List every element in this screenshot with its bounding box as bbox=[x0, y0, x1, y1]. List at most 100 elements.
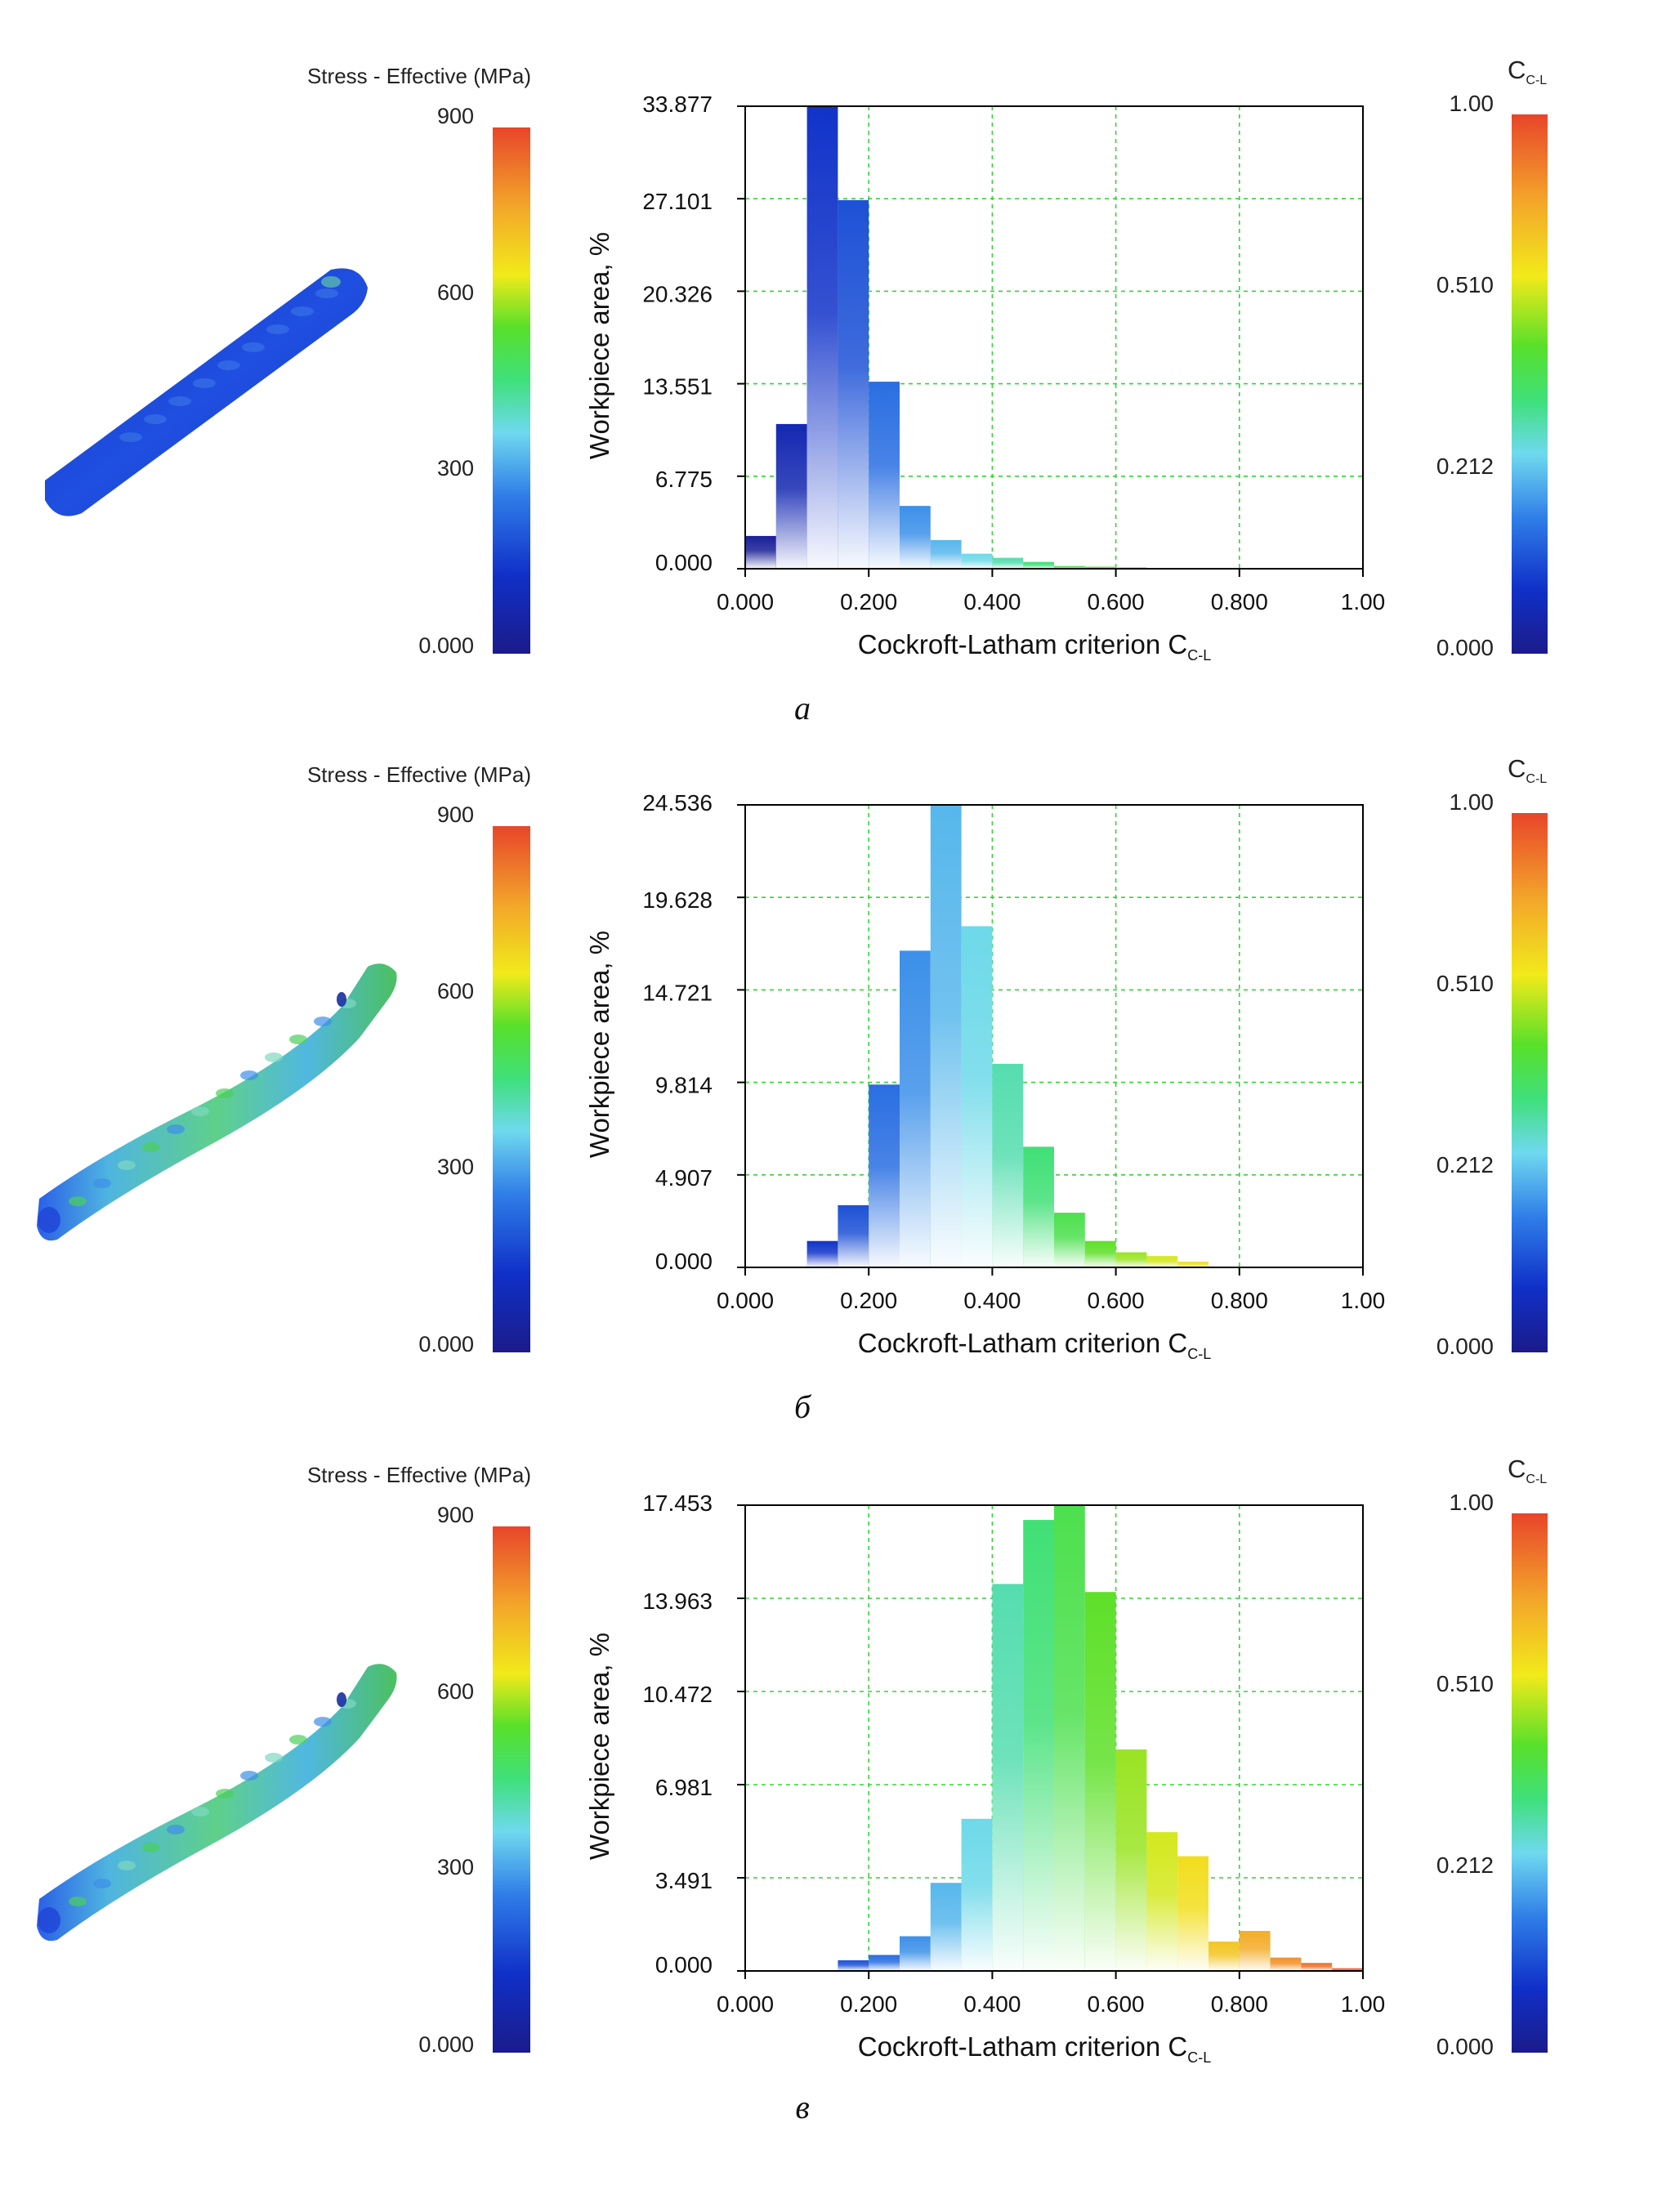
x-tick-label: 0.600 bbox=[1088, 1288, 1145, 1313]
workpiece-hotspot bbox=[167, 1124, 185, 1134]
workpiece-hotspot bbox=[314, 1017, 332, 1026]
cl-tick-label: 0.212 bbox=[1436, 1152, 1494, 1177]
plot-frame bbox=[744, 1504, 1364, 1972]
workpiece-model bbox=[37, 1664, 397, 1942]
y-tick-label: 13.963 bbox=[642, 1589, 713, 1614]
x-tick-label: 0.800 bbox=[1211, 1288, 1268, 1313]
histogram-bar-shade bbox=[1301, 1963, 1333, 1971]
x-tick-label: 0.200 bbox=[840, 1991, 897, 2017]
x-tick-label: 0.800 bbox=[1211, 1991, 1268, 2017]
histogram-bar-shade bbox=[1054, 1213, 1085, 1267]
workpiece-hotspot bbox=[265, 1052, 283, 1062]
histogram-bar-shade bbox=[1270, 1957, 1302, 1971]
histogram-bar-shade bbox=[745, 535, 776, 569]
histogram-bar-shade bbox=[1084, 1240, 1116, 1267]
stress-tick-label: 900 bbox=[437, 802, 474, 827]
cl-tick-label: 0.000 bbox=[1436, 1334, 1494, 1359]
workpiece-hotspot bbox=[265, 1753, 283, 1763]
histogram-bar-shade bbox=[1054, 1505, 1085, 1971]
x-axis-title: Cockroft-Latham criterion CC-L bbox=[858, 629, 1211, 664]
histogram-bar-shade bbox=[869, 1084, 900, 1267]
histogram-bar-shade bbox=[838, 199, 869, 570]
workpiece-hotspot bbox=[314, 1717, 332, 1727]
workpiece-model bbox=[45, 268, 368, 516]
workpiece-hotspot bbox=[240, 1771, 258, 1781]
cl-tick-label: 1.00 bbox=[1450, 789, 1494, 815]
stress-legend-title: Stress - Effective (MPa) bbox=[307, 1463, 531, 1487]
panel-3: Stress - Effective (MPa)9006003000.0000.… bbox=[37, 1455, 1548, 2125]
workpiece-hotspot bbox=[289, 1035, 307, 1044]
stress-tick-label: 300 bbox=[437, 456, 474, 480]
histogram-bar-shade bbox=[1332, 1968, 1363, 1971]
y-tick-label: 6.981 bbox=[655, 1775, 713, 1800]
stress-tick-label: 0.000 bbox=[418, 2032, 474, 2057]
x-tick-label: 0.400 bbox=[963, 589, 1021, 614]
cl-color-bar bbox=[1512, 114, 1548, 654]
y-tick-label: 20.326 bbox=[642, 281, 713, 306]
y-tick-label: 9.814 bbox=[655, 1073, 713, 1098]
histogram-bar-shade bbox=[1177, 1262, 1209, 1267]
workpiece-hotspot bbox=[291, 306, 314, 316]
histogram-bar-shade bbox=[806, 1240, 838, 1267]
histogram-bar-shade bbox=[1023, 561, 1054, 569]
histogram: 0.000 0.200 0.400 0.600 0.800 1.00 0.000 6.775 1… bbox=[584, 92, 1385, 664]
stress-tick-label: 300 bbox=[437, 1155, 474, 1179]
histogram-bar-shade bbox=[838, 1204, 869, 1267]
workpiece-hotspot bbox=[193, 378, 216, 388]
x-tick-label: 0.800 bbox=[1211, 589, 1268, 614]
stress-color-bar bbox=[493, 1526, 530, 2053]
y-tick-label: 14.721 bbox=[642, 980, 713, 1005]
histogram-bar-shade bbox=[869, 382, 900, 569]
cl-color-bar bbox=[1512, 1513, 1548, 2053]
stress-legend: Stress - Effective (MPa) 900 600 300 0.000 bbox=[307, 1463, 531, 2057]
stress-legend: Stress - Effective (MPa) 900 600 300 0.000 bbox=[307, 64, 531, 658]
histogram-bar-shade bbox=[1023, 1520, 1054, 1971]
histogram-bar-shade bbox=[1146, 1256, 1178, 1267]
workpiece-hotspot bbox=[216, 1789, 234, 1799]
workpiece-hotspot bbox=[321, 276, 341, 288]
histogram-bar-shade bbox=[775, 423, 807, 569]
workpiece-hotspot bbox=[119, 432, 142, 442]
histogram-bar-shade bbox=[1115, 1749, 1147, 1971]
workpiece-hotspot bbox=[144, 414, 167, 424]
stress-tick-label: 600 bbox=[437, 979, 474, 1003]
stress-legend: Stress - Effective (MPa) 900 600 300 0.000 bbox=[307, 762, 531, 1356]
x-tick-label: 1.00 bbox=[1341, 1991, 1386, 2017]
cl-legend: CC-L 1.00 0.510 0.212 0.000 bbox=[1436, 56, 1548, 660]
stress-color-bar bbox=[493, 826, 530, 1352]
cl-tick-label: 1.00 bbox=[1450, 91, 1494, 116]
panel-2: Stress - Effective (MPa)9006003000.0000.… bbox=[37, 754, 1548, 1425]
panel-caption: а bbox=[794, 690, 811, 726]
workpiece-hotspot bbox=[69, 1196, 87, 1206]
y-tick-label: 19.628 bbox=[642, 887, 713, 913]
histogram-bar-shade bbox=[1054, 565, 1085, 569]
histogram-bar-shade bbox=[961, 553, 993, 569]
workpiece-hotspot bbox=[191, 1807, 209, 1817]
workpiece-hotspot bbox=[289, 1735, 307, 1745]
cl-legend-title: CC-L bbox=[1508, 1455, 1547, 1486]
histogram-bar-shade bbox=[869, 1955, 900, 1971]
workpiece-hotspot bbox=[217, 360, 240, 370]
histogram-bar-shade bbox=[1023, 1146, 1054, 1267]
x-tick-label: 1.00 bbox=[1341, 1288, 1386, 1313]
workpiece-hotspot bbox=[315, 288, 338, 298]
cl-tick-label: 0.510 bbox=[1436, 971, 1494, 996]
histogram-bar-shade bbox=[930, 539, 962, 569]
histogram-bar-shade bbox=[1146, 1832, 1178, 1971]
x-tick-label: 0.400 bbox=[963, 1288, 1021, 1313]
stress-legend-title: Stress - Effective (MPa) bbox=[307, 64, 531, 88]
x-axis-title: Cockroft-Latham criterion CC-L bbox=[858, 1328, 1211, 1362]
histogram: 0.000 0.200 0.400 0.600 0.800 1.00 0.000 4.907 9… bbox=[584, 790, 1385, 1362]
cl-color-bar bbox=[1512, 813, 1548, 1352]
histogram-bar-shade bbox=[992, 1584, 1024, 1971]
workpiece-hotspot bbox=[216, 1088, 234, 1098]
y-axis-title: Workpiece area, % bbox=[584, 232, 614, 459]
x-tick-label: 0.000 bbox=[717, 1991, 774, 2017]
cl-tick-label: 0.510 bbox=[1436, 1671, 1494, 1696]
workpiece-hotspot bbox=[191, 1106, 209, 1116]
workpiece-hotspot bbox=[142, 1142, 160, 1152]
workpiece-hotspot bbox=[337, 992, 346, 1007]
stress-tick-label: 300 bbox=[437, 1855, 474, 1879]
stress-tick-label: 900 bbox=[437, 1503, 474, 1527]
x-tick-label: 1.00 bbox=[1341, 589, 1386, 614]
